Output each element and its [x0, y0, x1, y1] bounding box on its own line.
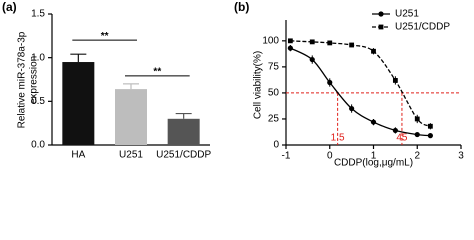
page: {"chart_data": [ {"type": "bar", "panel_… [2, 0, 465, 169]
x-tick-label: 2 [414, 151, 420, 162]
data-point [392, 127, 398, 134]
x-tick-label: -1 [282, 151, 291, 162]
y-tick-label: 1.5 [31, 9, 45, 20]
y-tick-label: 75 [268, 62, 280, 73]
y-axis-label: expression [29, 56, 40, 104]
legend-marker [378, 11, 384, 17]
bar [115, 89, 147, 145]
x-tick-label: U251 [119, 150, 143, 161]
data-point [414, 131, 420, 138]
reference-label: 45 [396, 133, 408, 144]
y-tick-label: 0 [273, 140, 279, 151]
bar [167, 118, 200, 145]
panel-label: (b) [234, 0, 249, 14]
data-point [349, 105, 355, 112]
data-point [309, 39, 315, 45]
y-tick-label: 1.0 [31, 52, 45, 63]
significance-label: ** [153, 67, 161, 78]
data-point [349, 42, 355, 48]
legend-marker [378, 24, 384, 30]
bar [62, 62, 95, 145]
data-point [427, 133, 433, 139]
x-tick-label: 3 [458, 151, 464, 162]
data-point [327, 79, 333, 86]
data-point [427, 123, 433, 129]
legend-label: U251 [395, 9, 419, 20]
y-axis-label: Cell viability(%) [253, 51, 264, 119]
figure: (a) Relative miR-378a-3p expression 0.0 0.5 1… [2, 0, 464, 169]
y-tick-label: 0.0 [31, 140, 45, 151]
data-point [392, 78, 398, 83]
x-tick-label: U251/CDDP [156, 150, 211, 161]
y-axis-label: Relative miR-378a-3p [17, 31, 28, 128]
y-tick-label: 0.5 [31, 96, 45, 107]
data-point [287, 38, 293, 44]
data-point [414, 116, 420, 122]
x-axis-label: CDDP(log,μg/mL) [334, 158, 413, 169]
x-tick-label: 1 [371, 151, 377, 162]
data-point [370, 119, 377, 125]
x-tick-label: HA [71, 150, 85, 161]
data-point [309, 56, 315, 63]
reference-label: 1.5 [331, 133, 345, 144]
data-point [327, 40, 333, 46]
y-tick-label: 100 [262, 35, 279, 46]
panel-label: (a) [2, 0, 17, 14]
y-tick-label: 50 [268, 88, 280, 99]
legend-label: U251/CDDP [395, 22, 450, 33]
significance-label: ** [101, 31, 109, 42]
y-tick-label: 25 [268, 114, 280, 125]
data-point [287, 45, 293, 51]
x-tick-label: 0 [327, 151, 333, 162]
fit-curve [290, 40, 431, 127]
data-point [371, 48, 376, 54]
